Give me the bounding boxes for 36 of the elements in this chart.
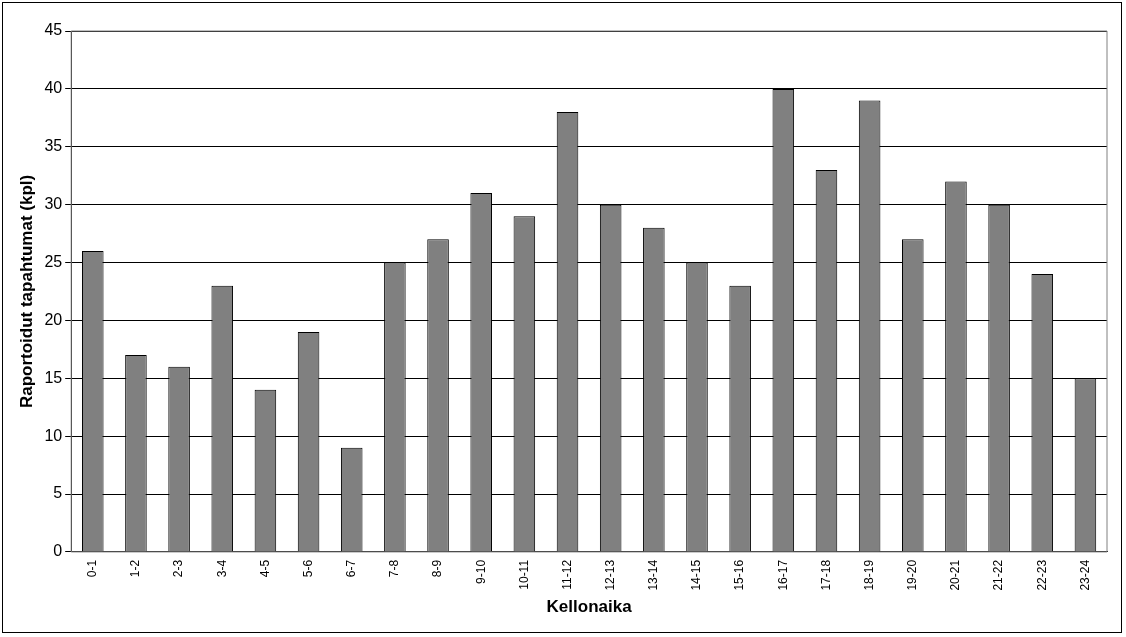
y-tick-label: 30 (44, 195, 63, 213)
x-tick-label: 17-18 (818, 559, 833, 591)
y-tick-label: 0 (53, 542, 63, 560)
y-tick-label: 35 (44, 137, 63, 155)
x-tick-label: 23-24 (1077, 559, 1092, 591)
y-tick-label: 20 (44, 310, 63, 328)
x-tick-label: 4-5 (257, 559, 272, 578)
x-tick-label: 0-1 (85, 559, 100, 578)
x-tick-label: 9-10 (473, 559, 488, 584)
y-tick-label: 15 (44, 368, 63, 386)
x-tick-label: 21-22 (991, 559, 1006, 591)
x-tick-label: 22-23 (1034, 559, 1049, 591)
x-tick-label: 10-11 (516, 559, 531, 590)
x-tick-label: 3-4 (214, 559, 229, 578)
y-tick-label: 5 (53, 484, 63, 502)
x-axis-title: Kellonaika (546, 597, 633, 617)
x-tick-label: 12-13 (602, 559, 617, 591)
x-tick-label: 16-17 (775, 559, 790, 591)
x-tick-label: 19-20 (905, 559, 920, 591)
x-tick-label: 18-19 (861, 559, 876, 591)
x-tick-label: 5-6 (300, 559, 315, 578)
x-tick-label: 20-21 (948, 559, 963, 591)
y-tick-label: 25 (44, 252, 63, 270)
x-tick-label: 2-3 (171, 559, 186, 578)
x-tick-label: 11-12 (559, 559, 574, 590)
x-tick-label: 14-15 (689, 559, 704, 591)
y-axis-title: Raportoidut tapahtumat (kpl) (16, 174, 36, 409)
x-tick-label: 6-7 (344, 559, 359, 578)
x-tick-label: 7-8 (387, 559, 402, 578)
x-tick-label: 8-9 (430, 559, 445, 578)
y-tick-label: 45 (44, 21, 63, 39)
y-tick-label: 10 (44, 426, 63, 444)
y-tick-label: 40 (44, 79, 63, 97)
x-tick-label: 15-16 (732, 559, 747, 591)
x-tick-label: 1-2 (128, 559, 143, 578)
x-tick-label: 13-14 (646, 559, 661, 591)
